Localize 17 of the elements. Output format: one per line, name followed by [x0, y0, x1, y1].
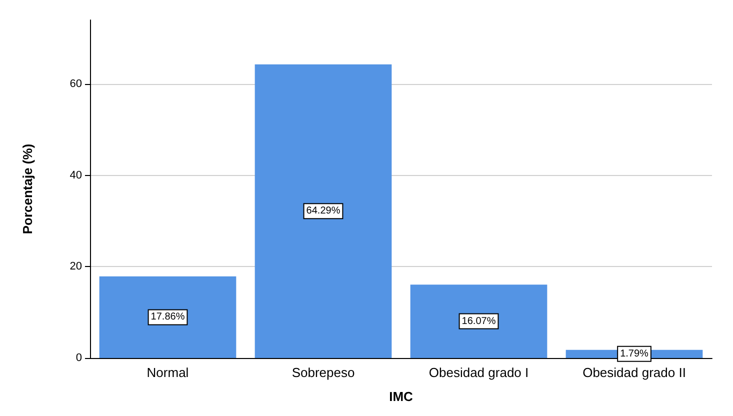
- y-tick-label: 0: [76, 352, 82, 364]
- y-tick-label: 60: [70, 78, 82, 90]
- data-label: 16.07%: [462, 316, 496, 327]
- x-tick-label: Sobrepeso: [292, 365, 355, 380]
- bar: [410, 284, 548, 358]
- data-label: 17.86%: [150, 312, 185, 323]
- x-axis-title: IMC: [389, 389, 414, 404]
- y-axis-title: Porcentaje (%): [20, 144, 35, 234]
- y-tick-label: 40: [70, 169, 82, 182]
- data-label: 64.29%: [306, 206, 340, 217]
- bar: [254, 64, 392, 358]
- bar: [99, 276, 236, 358]
- data-label: 1.79%: [620, 348, 649, 360]
- x-tick-label: Obesidad grado I: [428, 365, 529, 380]
- x-tick-label: Normal: [146, 365, 189, 380]
- y-tick-label: 20: [70, 260, 82, 273]
- x-tick-label: Obesidad grado II: [582, 365, 686, 380]
